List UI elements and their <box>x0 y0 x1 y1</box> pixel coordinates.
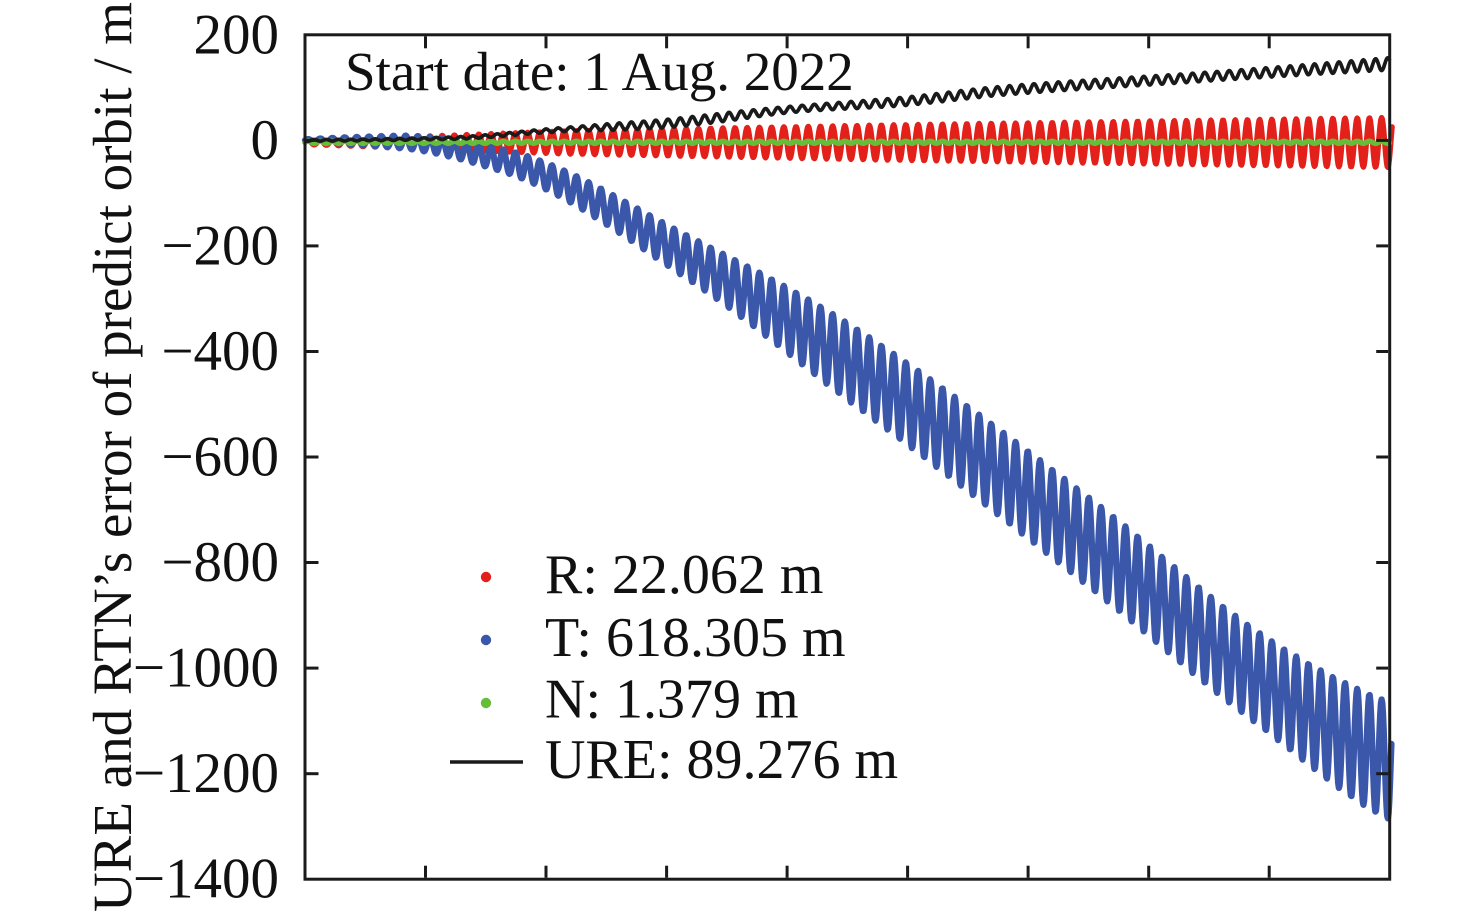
svg-text:−1200: −1200 <box>133 742 279 805</box>
svg-text:N: 1.379 m: N: 1.379 m <box>545 669 799 731</box>
svg-text:Start date: 1 Aug. 2022: Start date: 1 Aug. 2022 <box>345 41 854 102</box>
svg-text:R: 22.062 m: R: 22.062 m <box>545 544 823 606</box>
svg-text:−800: −800 <box>161 531 279 594</box>
svg-text:T: 618.305 m: T: 618.305 m <box>545 607 846 669</box>
svg-text:−1000: −1000 <box>133 637 279 700</box>
svg-text:−600: −600 <box>161 426 279 489</box>
svg-text:−400: −400 <box>161 320 279 383</box>
svg-text:URE: 89.276 m: URE: 89.276 m <box>545 729 898 791</box>
svg-text:−200: −200 <box>161 214 279 277</box>
svg-text:0: 0 <box>251 109 280 172</box>
svg-text:URE and RTN’s error of predict: URE and RTN’s error of predict orbit / m <box>82 2 143 912</box>
svg-text:−1400: −1400 <box>133 848 279 911</box>
svg-text:200: 200 <box>194 3 280 66</box>
